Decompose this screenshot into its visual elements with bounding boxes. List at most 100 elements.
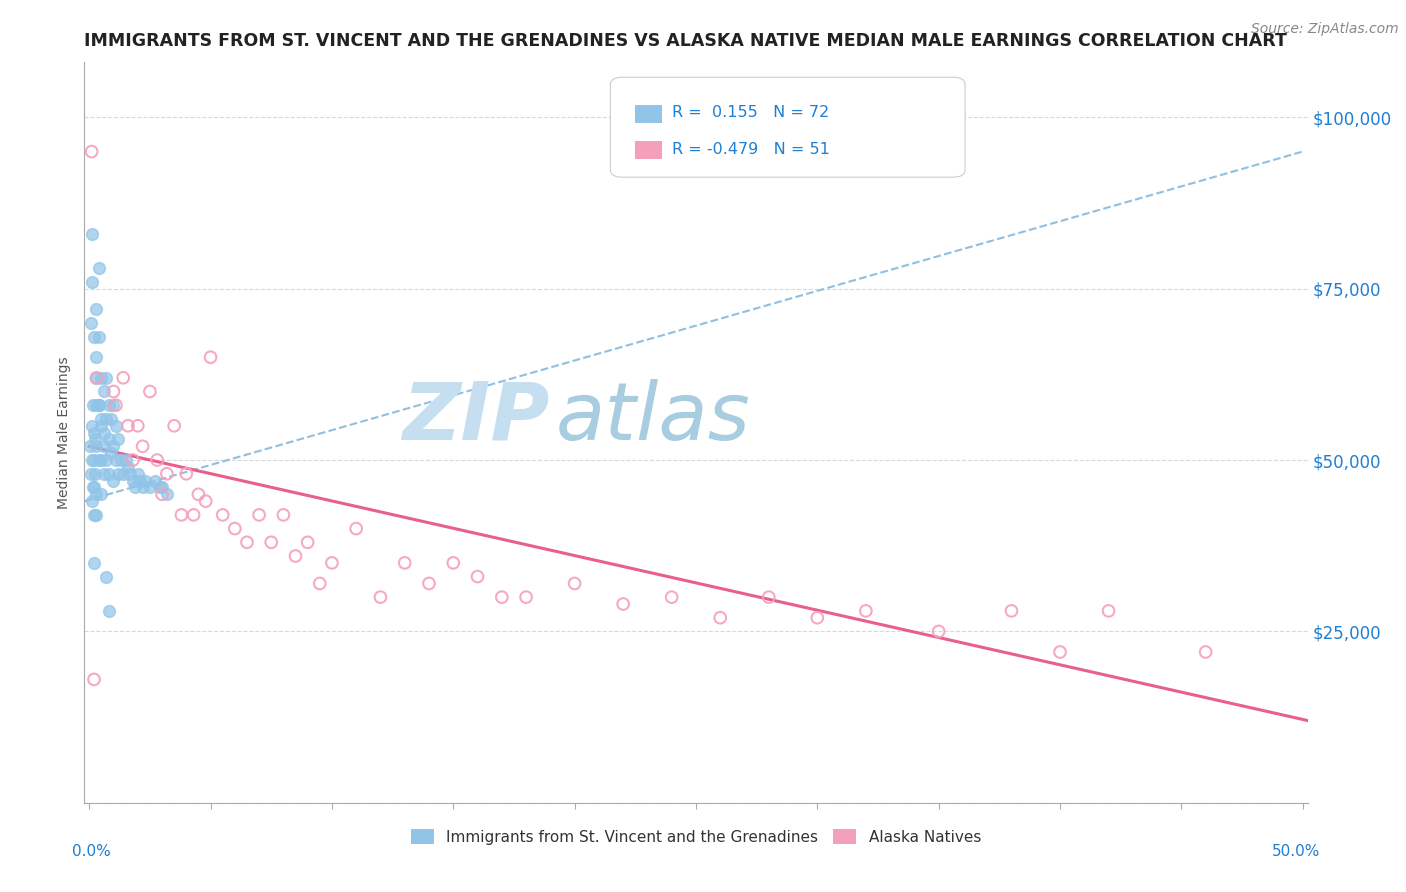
Text: R =  0.155   N = 72: R = 0.155 N = 72 (672, 105, 828, 120)
Point (97, 467, 120, 481)
Point (97, 398, 120, 412)
Point (308, 576, 330, 591)
Point (96, 453, 118, 467)
Point (491, 590, 513, 604)
Point (83, 673, 105, 687)
Point (156, 467, 179, 481)
Point (87, 398, 110, 412)
Point (156, 487, 179, 501)
Point (93, 467, 115, 481)
Point (103, 384, 125, 399)
Point (83, 433, 105, 447)
Point (96, 371, 118, 385)
Text: 0.0%: 0.0% (72, 844, 111, 858)
Point (149, 480, 172, 494)
Point (146, 453, 169, 467)
Point (82, 398, 104, 412)
Point (90, 412, 112, 426)
Point (806, 610, 828, 624)
Point (131, 480, 153, 494)
Point (131, 439, 153, 453)
Point (104, 398, 127, 412)
Text: 50.0%: 50.0% (1271, 844, 1320, 858)
Point (174, 467, 197, 481)
Point (79, 439, 101, 453)
Point (80, 467, 103, 481)
Point (90, 453, 112, 467)
Text: IMMIGRANTS FROM ST. VINCENT AND THE GRENADINES VS ALASKA NATIVE MEDIAN MALE EARN: IMMIGRANTS FROM ST. VINCENT AND THE GREN… (84, 32, 1288, 50)
Point (96, 569, 118, 583)
Point (80, 316, 103, 330)
Point (127, 467, 149, 481)
Point (370, 590, 392, 604)
Point (86, 350, 108, 364)
Point (297, 535, 319, 549)
Point (124, 480, 146, 494)
Point (107, 433, 129, 447)
Point (86, 302, 108, 317)
Point (273, 508, 295, 522)
Point (134, 474, 156, 488)
Point (93, 425, 115, 440)
Point (97, 604, 120, 618)
Point (83, 329, 105, 343)
Text: atlas: atlas (555, 379, 749, 457)
Text: R = -0.479   N = 51: R = -0.479 N = 51 (672, 143, 830, 157)
Point (86, 398, 108, 412)
Point (1000, 604, 1022, 618)
FancyBboxPatch shape (610, 78, 965, 178)
Point (117, 418, 139, 433)
Point (87, 453, 110, 467)
Point (96, 412, 118, 426)
Point (344, 522, 367, 536)
Point (143, 474, 166, 488)
Point (114, 453, 136, 467)
Legend: Immigrants from St. Vincent and the Grenadines, Alaska Natives: Immigrants from St. Vincent and the Gren… (405, 822, 987, 851)
Point (122, 474, 145, 488)
Point (80, 275, 103, 289)
Point (127, 418, 149, 433)
Point (247, 508, 270, 522)
Point (187, 487, 209, 501)
Point (709, 610, 731, 624)
Point (236, 535, 259, 549)
Point (103, 398, 125, 412)
Point (107, 467, 129, 481)
Point (163, 418, 186, 433)
Point (139, 384, 162, 399)
Point (1049, 645, 1071, 659)
Point (100, 412, 122, 426)
Point (80, 418, 103, 433)
Point (758, 590, 780, 604)
Point (80, 494, 103, 508)
Point (321, 556, 343, 570)
Point (112, 467, 135, 481)
Point (82, 453, 104, 467)
Point (564, 576, 586, 591)
Point (183, 508, 205, 522)
Point (86, 371, 108, 385)
Point (441, 556, 464, 570)
Point (1195, 645, 1218, 659)
Point (612, 597, 634, 611)
Point (139, 480, 162, 494)
Point (104, 418, 127, 433)
Point (260, 535, 283, 549)
Point (129, 474, 152, 488)
Point (83, 556, 105, 570)
Point (928, 624, 950, 639)
Point (84, 467, 107, 481)
Y-axis label: Median Male Earnings: Median Male Earnings (58, 356, 72, 509)
Point (120, 467, 142, 481)
Point (90, 418, 112, 433)
Point (117, 459, 139, 474)
Point (103, 474, 125, 488)
Point (515, 590, 537, 604)
FancyBboxPatch shape (636, 105, 662, 123)
Point (170, 508, 193, 522)
Point (93, 384, 115, 399)
Point (83, 480, 105, 494)
FancyBboxPatch shape (636, 141, 662, 159)
Point (150, 487, 173, 501)
Point (467, 569, 489, 583)
